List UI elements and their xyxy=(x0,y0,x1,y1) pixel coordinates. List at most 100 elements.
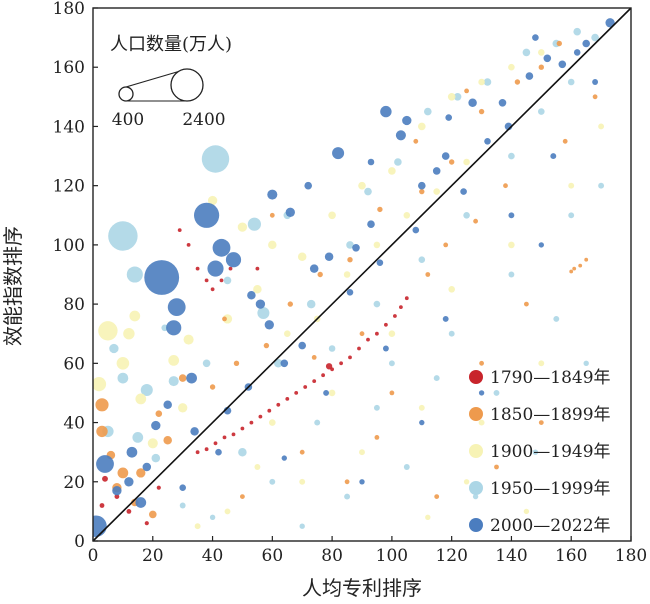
x-tick-label: 0 xyxy=(88,546,99,566)
data-point xyxy=(255,299,266,309)
x-tick-label: 40 xyxy=(202,546,224,566)
data-point xyxy=(151,420,161,431)
series-group xyxy=(99,228,409,526)
data-point xyxy=(98,321,118,341)
data-point xyxy=(240,494,245,499)
data-point xyxy=(448,330,455,337)
data-point xyxy=(583,360,589,366)
data-point xyxy=(478,78,485,86)
y-tick-label: 0 xyxy=(74,532,85,552)
data-point xyxy=(129,310,141,322)
data-point xyxy=(382,345,389,352)
data-point xyxy=(136,468,146,478)
data-point xyxy=(538,49,545,56)
data-point xyxy=(179,484,186,491)
data-point xyxy=(402,115,412,126)
data-point xyxy=(380,105,392,118)
y-tick-label: 20 xyxy=(63,473,85,493)
data-point xyxy=(543,54,552,63)
data-point xyxy=(584,257,589,262)
data-point xyxy=(525,72,534,80)
x-tick-label: 160 xyxy=(555,546,587,566)
x-tick-label: 180 xyxy=(615,546,647,566)
legend: 1790—1849年 1850—1899年 1900—1949年 1950—1999年… xyxy=(469,368,611,536)
data-point xyxy=(124,477,134,487)
x-tick-label: 60 xyxy=(262,546,284,566)
data-point xyxy=(395,130,406,141)
legend-label: 1950—1999年 xyxy=(490,479,611,499)
data-point xyxy=(299,449,305,455)
data-point xyxy=(144,260,180,295)
data-point xyxy=(321,373,325,378)
data-point xyxy=(404,296,409,301)
data-point xyxy=(550,153,557,160)
data-point xyxy=(194,523,201,530)
data-point xyxy=(178,403,188,413)
data-point xyxy=(135,393,147,405)
data-point xyxy=(388,360,395,367)
y-tick-label: 80 xyxy=(63,295,85,315)
data-point xyxy=(178,374,187,382)
data-point xyxy=(573,49,581,56)
data-point xyxy=(453,93,462,101)
data-point xyxy=(442,315,449,322)
data-point xyxy=(96,455,114,473)
data-point xyxy=(463,212,470,219)
data-point xyxy=(328,211,336,220)
data-point xyxy=(374,435,380,440)
data-point xyxy=(126,266,143,283)
data-point xyxy=(478,390,485,396)
data-point xyxy=(222,435,227,440)
data-point xyxy=(222,316,227,322)
data-point xyxy=(224,508,231,515)
data-point xyxy=(116,357,130,370)
data-point xyxy=(373,300,381,308)
data-point xyxy=(384,322,388,327)
data-point xyxy=(538,242,544,248)
data-point xyxy=(592,94,598,100)
data-point xyxy=(493,389,500,396)
y-tick-label: 100 xyxy=(53,236,85,256)
data-point xyxy=(284,330,291,337)
data-point xyxy=(311,355,317,360)
data-point xyxy=(443,242,449,248)
data-point xyxy=(93,515,107,537)
data-point xyxy=(377,206,383,213)
data-point xyxy=(508,63,515,71)
data-point xyxy=(553,315,560,322)
data-point xyxy=(190,427,199,436)
data-point xyxy=(276,402,281,407)
data-point xyxy=(483,78,492,86)
data-point xyxy=(393,314,397,318)
data-point xyxy=(215,448,222,456)
data-point xyxy=(285,397,290,401)
data-point xyxy=(344,493,351,500)
data-point xyxy=(359,479,365,485)
data-point xyxy=(253,285,262,294)
data-point xyxy=(359,449,365,456)
data-point xyxy=(247,217,261,231)
data-point xyxy=(306,299,316,309)
data-point xyxy=(346,289,354,296)
data-point xyxy=(126,509,132,514)
legend-marker xyxy=(469,407,483,421)
data-point xyxy=(238,447,247,457)
data-point xyxy=(209,384,216,390)
data-point xyxy=(167,298,186,317)
data-point xyxy=(367,158,375,166)
data-point xyxy=(274,359,283,368)
size-legend-title: 人口数量(万人) xyxy=(110,34,232,55)
data-point xyxy=(149,510,157,519)
data-point xyxy=(364,187,372,196)
data-point xyxy=(343,271,351,278)
data-point xyxy=(144,521,149,526)
data-point xyxy=(132,432,144,443)
data-point xyxy=(514,79,521,85)
data-point xyxy=(93,376,107,392)
data-point xyxy=(464,88,469,94)
x-tick-label: 120 xyxy=(435,546,467,566)
data-point xyxy=(332,147,345,160)
data-point xyxy=(156,485,161,490)
legend-label: 1790—1849年 xyxy=(490,368,611,388)
